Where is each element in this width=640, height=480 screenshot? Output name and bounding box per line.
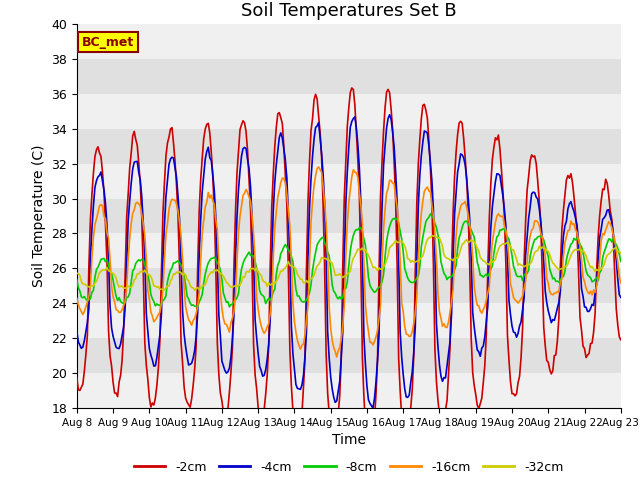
-4cm <box>617 295 625 300</box>
-2cm <box>73 375 81 381</box>
-4cm <box>554 305 561 311</box>
Bar <box>77 373 621 408</box>
Line: -16cm: -16cm <box>77 167 621 357</box>
-8cm <box>174 258 182 264</box>
Y-axis label: Soil Temperature (C): Soil Temperature (C) <box>31 145 45 287</box>
-2cm <box>88 192 96 198</box>
-8cm <box>88 289 96 295</box>
-32cm <box>88 283 96 288</box>
-16cm <box>73 296 81 301</box>
-8cm <box>554 278 561 284</box>
Legend: -2cm, -4cm, -8cm, -16cm, -32cm: -2cm, -4cm, -8cm, -16cm, -32cm <box>129 456 568 479</box>
Bar <box>77 24 621 59</box>
Bar <box>77 59 621 94</box>
-2cm <box>366 454 374 459</box>
-32cm <box>617 251 625 256</box>
Line: -32cm: -32cm <box>77 236 621 290</box>
-4cm <box>416 172 424 178</box>
-2cm <box>174 214 182 220</box>
X-axis label: Time: Time <box>332 433 366 447</box>
-2cm <box>554 338 561 344</box>
-16cm <box>554 289 561 295</box>
Bar <box>77 199 621 233</box>
-4cm <box>73 328 81 334</box>
Line: -2cm: -2cm <box>77 88 621 456</box>
-32cm <box>73 270 81 276</box>
Bar <box>77 164 621 199</box>
Line: -4cm: -4cm <box>77 115 621 408</box>
-16cm <box>315 164 323 170</box>
-4cm <box>88 226 96 232</box>
-32cm <box>415 258 422 264</box>
Bar <box>77 233 621 268</box>
Bar <box>77 338 621 373</box>
-16cm <box>386 178 394 183</box>
-16cm <box>416 228 424 234</box>
-2cm <box>617 337 625 343</box>
Text: BC_met: BC_met <box>82 36 134 48</box>
Bar <box>77 303 621 338</box>
-16cm <box>174 208 182 214</box>
-16cm <box>88 255 96 261</box>
-32cm <box>554 265 561 271</box>
-8cm <box>225 304 233 310</box>
Bar <box>77 268 621 303</box>
-8cm <box>384 229 392 235</box>
-8cm <box>426 211 434 216</box>
-4cm <box>174 194 182 200</box>
-2cm <box>404 433 412 439</box>
-16cm <box>333 354 340 360</box>
Title: Soil Temperatures Set B: Soil Temperatures Set B <box>241 1 456 20</box>
-8cm <box>73 277 81 283</box>
-4cm <box>384 116 392 121</box>
-8cm <box>617 259 625 264</box>
-8cm <box>415 273 422 278</box>
-32cm <box>384 252 392 258</box>
-32cm <box>431 233 439 239</box>
-4cm <box>404 395 412 400</box>
-2cm <box>348 85 356 91</box>
Bar <box>77 94 621 129</box>
-32cm <box>174 270 182 276</box>
-32cm <box>191 288 198 293</box>
-32cm <box>403 248 410 254</box>
-4cm <box>386 112 394 118</box>
Bar <box>77 129 621 164</box>
-16cm <box>404 332 412 337</box>
-2cm <box>416 137 424 143</box>
-16cm <box>617 280 625 286</box>
-2cm <box>386 90 394 96</box>
Line: -8cm: -8cm <box>77 214 621 307</box>
-4cm <box>369 405 377 411</box>
-8cm <box>403 270 410 276</box>
